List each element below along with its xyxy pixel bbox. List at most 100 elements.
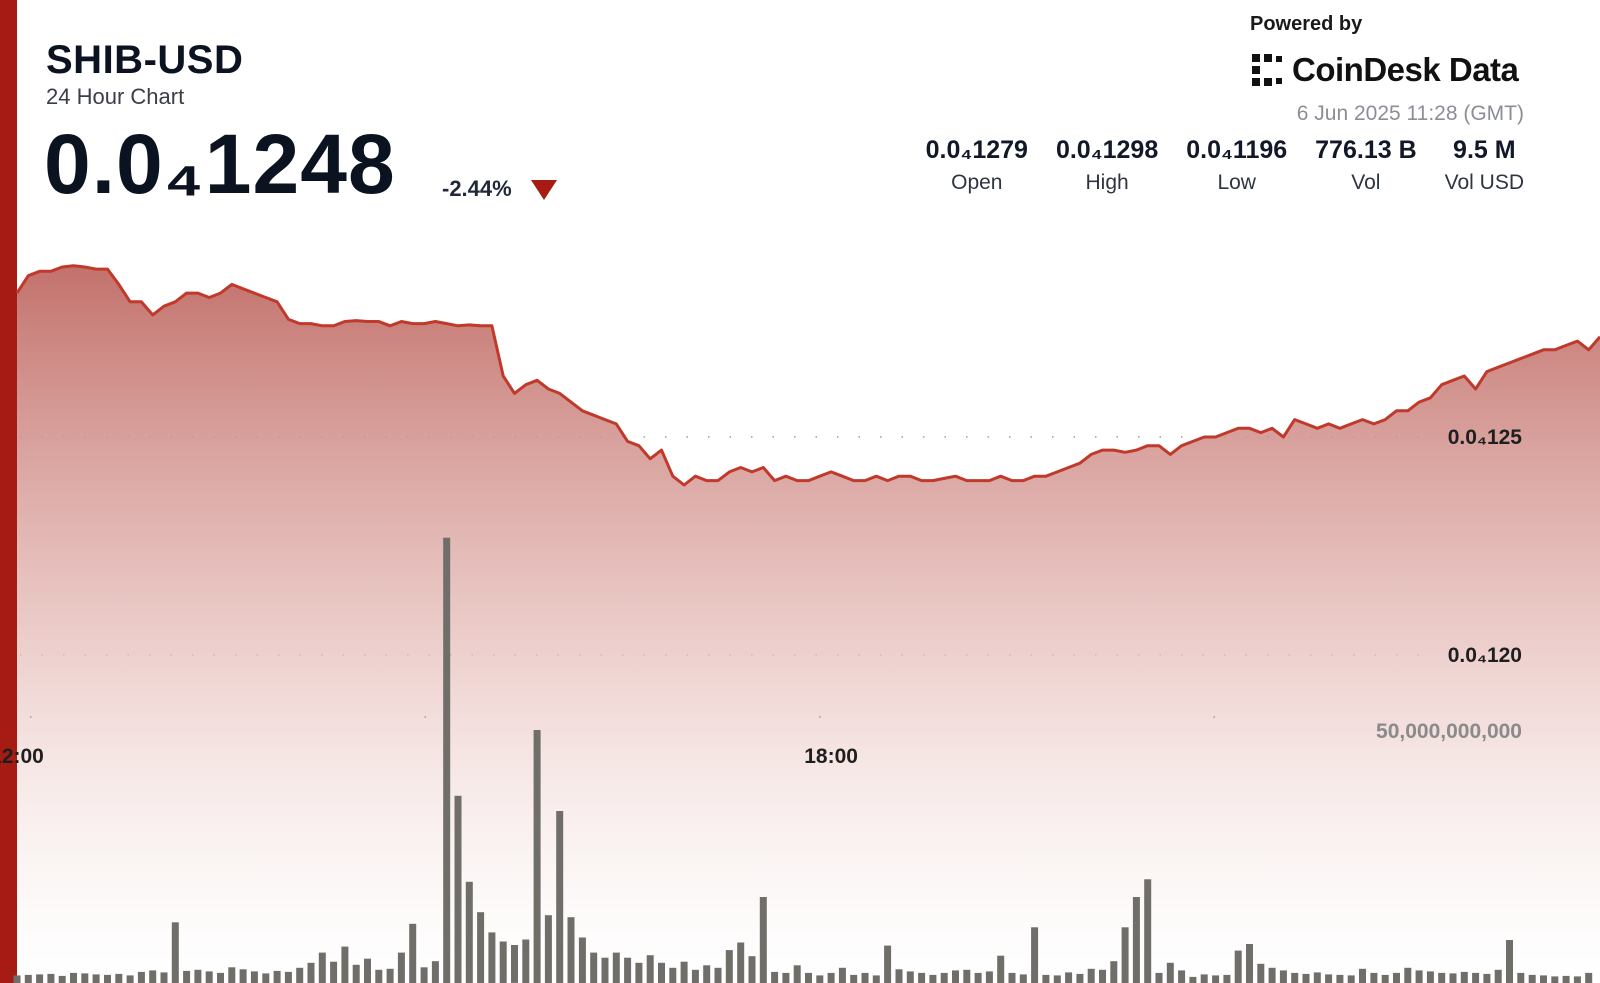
volume-bar xyxy=(1099,969,1106,983)
volume-bar xyxy=(1370,972,1378,983)
volume-bar xyxy=(239,969,247,983)
time-tick-label: 18:00 xyxy=(804,745,858,768)
volume-bar xyxy=(397,952,405,983)
stat-label: Vol xyxy=(1351,171,1381,194)
volume-bar xyxy=(850,974,858,983)
volume-bar xyxy=(1506,940,1513,983)
stats-row: 0.0₄1279 Open 0.0₄1298 High 0.0₄1196 Low… xyxy=(926,136,1524,195)
volume-bar xyxy=(1302,973,1310,983)
brand-name: CoinDesk Data xyxy=(1292,51,1519,88)
price-tick-label: 0.0₄120 xyxy=(1448,644,1522,667)
volume-bar xyxy=(364,958,371,983)
volume-bar xyxy=(194,969,202,983)
volume-bar xyxy=(567,917,575,983)
volume-bar xyxy=(1562,975,1570,983)
down-arrow-icon xyxy=(531,180,557,200)
volume-bar xyxy=(330,961,338,983)
volume-bar xyxy=(1540,975,1547,983)
volume-bar xyxy=(1426,971,1434,983)
volume-bar xyxy=(918,972,926,983)
chart-subtitle: 24 Hour Chart xyxy=(46,84,185,109)
volume-bar xyxy=(601,957,609,983)
volume-bar xyxy=(1223,974,1231,983)
stat-value: 0.0₄1298 xyxy=(1055,136,1159,164)
volume-bar xyxy=(1189,976,1197,983)
volume-bar xyxy=(375,969,383,983)
stat-vol-usd: 9.5 M Vol USD xyxy=(1445,136,1524,195)
volume-bar xyxy=(1087,968,1095,983)
price-line xyxy=(15,264,1600,487)
stat-high: 0.0₄1298 High xyxy=(1056,136,1158,195)
volume-bar xyxy=(1212,975,1220,983)
volume-bar xyxy=(228,967,236,983)
volume-bar xyxy=(1415,970,1423,983)
volume-bar xyxy=(183,970,191,983)
volume-bar xyxy=(1053,975,1061,983)
coindesk-mark-icon xyxy=(1252,54,1282,86)
volume-bar xyxy=(1121,927,1129,983)
volume-bar xyxy=(624,957,632,983)
timestamp: 6 Jun 2025 11:28 (GMT) xyxy=(1296,102,1524,125)
volume-bar xyxy=(1483,973,1491,983)
volume-bar xyxy=(974,972,982,983)
volume-bar xyxy=(115,973,123,983)
volume-bar xyxy=(58,975,66,983)
volume-bar xyxy=(872,975,880,983)
volume-bar xyxy=(1460,971,1468,983)
volume-bar xyxy=(1573,976,1581,983)
volume-bar xyxy=(499,941,507,983)
volume-bar xyxy=(782,972,790,983)
volume-bar xyxy=(273,970,281,983)
symbol-title: SHIB-USD xyxy=(46,38,244,82)
volume-bar xyxy=(895,969,903,983)
volume-bar xyxy=(997,955,1005,983)
volume-bar xyxy=(47,973,55,983)
volume-bar xyxy=(477,912,485,983)
volume-bar xyxy=(160,972,168,983)
volume-bar xyxy=(1268,967,1276,983)
stat-label: Vol USD xyxy=(1444,171,1524,194)
volume-bar xyxy=(669,967,677,983)
volume-bar xyxy=(1449,973,1457,983)
volume-bar xyxy=(963,969,971,983)
volume-bar xyxy=(1166,962,1174,983)
stat-value: 0.0₄1196 xyxy=(1186,136,1288,164)
volume-bar xyxy=(1246,944,1253,983)
volume-bar xyxy=(341,946,349,983)
stat-label: Low xyxy=(1217,171,1256,194)
volume-bar xyxy=(805,972,812,983)
volume-bar xyxy=(488,932,496,983)
volume-bar xyxy=(24,974,32,983)
volume-bar xyxy=(1585,972,1593,983)
current-price: 0.0₄1248 xyxy=(44,117,396,211)
volume-bar xyxy=(1110,961,1118,983)
volume-bar xyxy=(612,952,620,983)
volume-bar xyxy=(92,974,100,983)
volume-bar xyxy=(296,967,304,983)
volume-bar xyxy=(454,795,462,983)
volume-bar xyxy=(104,974,111,983)
volume-bar xyxy=(703,965,711,983)
volume-bar xyxy=(431,961,439,983)
volume-bar xyxy=(1528,974,1536,983)
volume-bar xyxy=(443,537,451,983)
volume-bar xyxy=(1313,972,1321,983)
volume-bar xyxy=(262,973,270,983)
volume-bar xyxy=(1325,974,1333,983)
volume-bar xyxy=(827,972,835,983)
volume-bar xyxy=(1472,972,1480,983)
powered-by-label: Powered by xyxy=(1250,13,1363,35)
volume-bar xyxy=(714,967,722,983)
volume-bar xyxy=(748,956,756,983)
volume-bar xyxy=(906,971,914,983)
volume-bar xyxy=(725,950,733,983)
stat-vol: 776.13 B Vol xyxy=(1315,136,1416,195)
volume-bar xyxy=(36,974,44,983)
volume-bar xyxy=(420,967,428,983)
volume-bar xyxy=(217,972,224,983)
stat-value: 776.13 B xyxy=(1315,136,1417,164)
volume-bar xyxy=(1132,897,1140,983)
price-change: -2.44% xyxy=(442,176,512,201)
volume-bar xyxy=(929,974,937,983)
